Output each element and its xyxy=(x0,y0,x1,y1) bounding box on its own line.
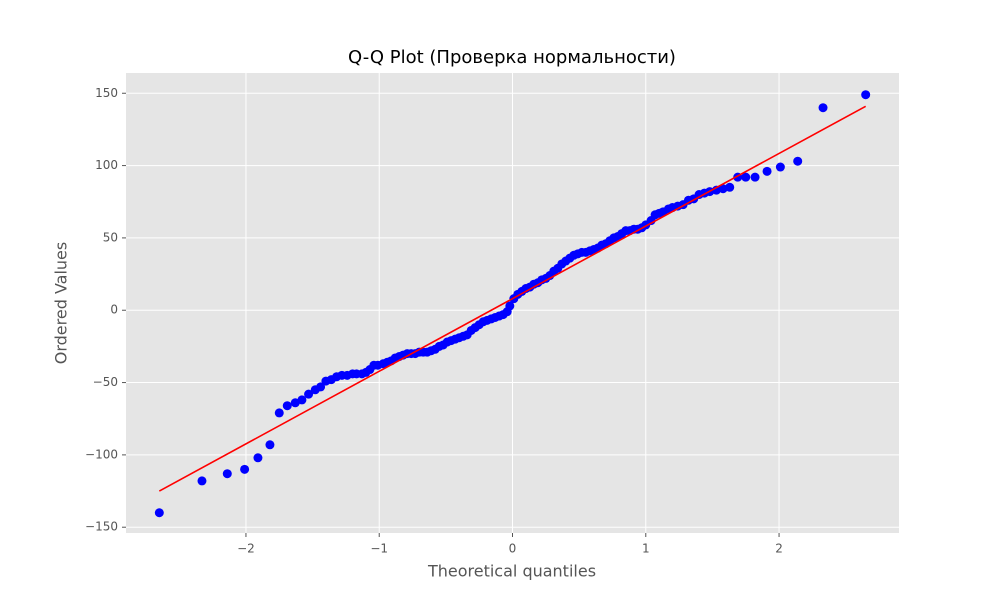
y-tick-label: −150 xyxy=(85,520,118,534)
point xyxy=(750,172,760,182)
point xyxy=(304,389,314,399)
point xyxy=(240,464,250,474)
y-tick-label: 0 xyxy=(110,303,118,317)
chart-title: Q-Q Plot (Проверка нормальности) xyxy=(348,47,676,68)
point xyxy=(505,301,515,311)
x-axis-label: Theoretical quantiles xyxy=(427,562,596,581)
point xyxy=(222,469,232,479)
point xyxy=(197,476,207,486)
point xyxy=(793,156,803,166)
fit-line xyxy=(158,105,867,492)
y-tick-label: −50 xyxy=(93,375,118,389)
point xyxy=(775,162,785,172)
x-tick-label: −1 xyxy=(370,542,388,556)
y-tick-label: 100 xyxy=(95,158,118,172)
x-tick-label: 2 xyxy=(775,542,783,556)
x-tick-label: −2 xyxy=(237,542,255,556)
point xyxy=(274,408,284,418)
x-tick-label: 1 xyxy=(642,542,650,556)
point xyxy=(741,172,751,182)
point xyxy=(265,440,275,450)
y-tick-label: 150 xyxy=(95,86,118,100)
point xyxy=(282,401,292,411)
y-axis-label: Ordered Values xyxy=(52,242,71,364)
point xyxy=(253,453,263,463)
y-tick-label: −100 xyxy=(85,447,118,461)
point xyxy=(316,382,326,392)
y-tick-label: 50 xyxy=(103,230,118,244)
point xyxy=(154,508,164,518)
point xyxy=(762,166,772,176)
point xyxy=(725,182,735,192)
point xyxy=(861,90,871,100)
x-tick-label: 0 xyxy=(509,542,517,556)
point xyxy=(297,395,307,405)
point xyxy=(818,103,828,113)
